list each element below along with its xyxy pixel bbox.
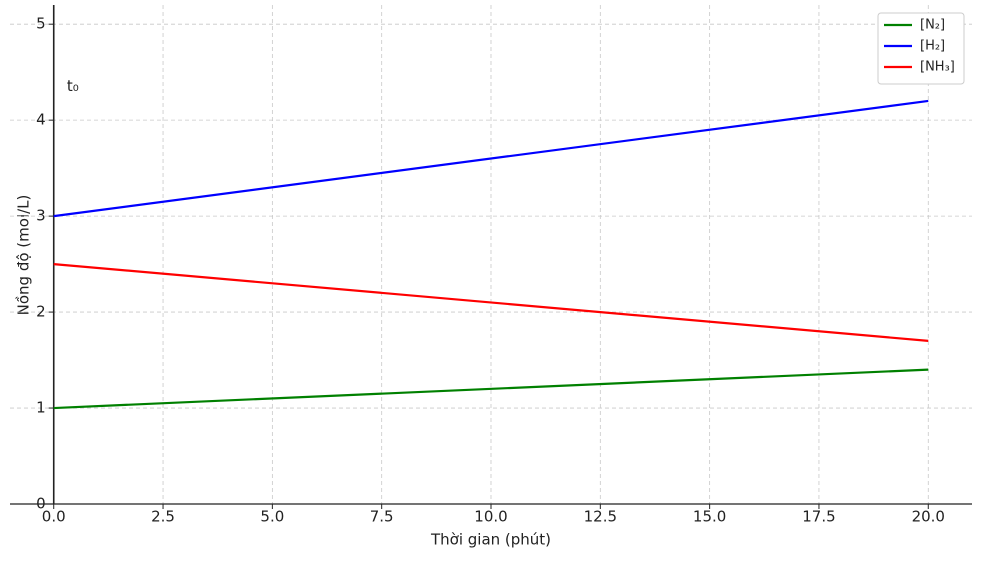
series-line: [53, 263, 929, 342]
x-tick-label: 5.0: [260, 508, 284, 526]
y-tick-label: 4: [36, 111, 46, 129]
x-tick-label: 15.0: [693, 508, 726, 526]
annotation: t₀: [67, 77, 79, 95]
y-tick-label: 1: [36, 399, 46, 417]
y-tick-label: 2: [36, 303, 46, 321]
legend-label: [NH₃]: [920, 60, 955, 75]
x-axis-label: Thời gian (phút): [430, 531, 551, 549]
x-tick-label: 20.0: [912, 508, 945, 526]
legend: [N₂] [H₂] [NH₃]: [877, 12, 965, 85]
x-tick-label: 12.5: [584, 508, 617, 526]
x-tick-label: 17.5: [802, 508, 835, 526]
legend-label: [N₂]: [920, 18, 945, 33]
legend-label: [H₂]: [920, 39, 945, 54]
x-tick-label: 7.5: [370, 508, 394, 526]
y-tick-label: 3: [36, 207, 46, 225]
series-line: [53, 99, 929, 218]
y-tick-label: 5: [36, 15, 46, 33]
series-line: [53, 368, 929, 410]
x-tick-label: 0.0: [42, 508, 66, 526]
y-axis-label: Nồng độ (mol/L): [15, 195, 33, 316]
x-tick-label: 2.5: [151, 508, 175, 526]
x-tick-label: 10.0: [474, 508, 507, 526]
